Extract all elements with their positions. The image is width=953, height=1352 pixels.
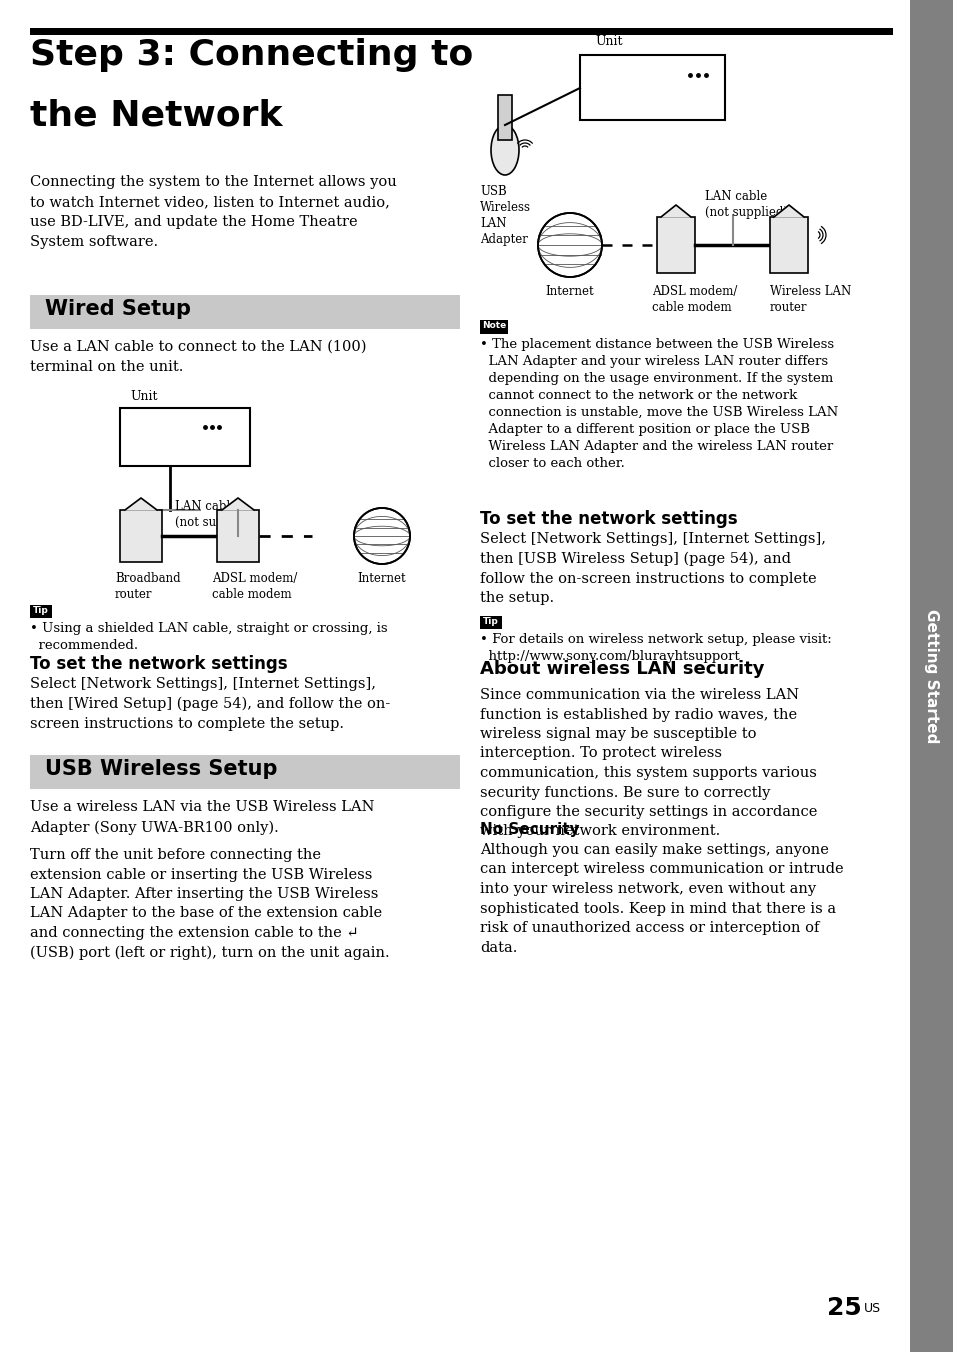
Text: 25: 25 — [826, 1297, 862, 1320]
Text: Wireless LAN
router: Wireless LAN router — [769, 285, 850, 314]
Text: Unit: Unit — [595, 35, 622, 49]
Text: To set the network settings: To set the network settings — [30, 654, 287, 673]
Bar — [657, 218, 695, 273]
Text: the Network: the Network — [30, 97, 282, 132]
Text: Connecting the system to the Internet allows you
to watch Internet video, listen: Connecting the system to the Internet al… — [30, 174, 396, 249]
Text: US: US — [863, 1302, 881, 1315]
Polygon shape — [222, 498, 253, 510]
Text: Wired Setup: Wired Setup — [45, 299, 191, 319]
Text: LAN cable
(not supplied): LAN cable (not supplied) — [174, 500, 257, 529]
Text: • The placement distance between the USB Wireless
  LAN Adapter and your wireles: • The placement distance between the USB… — [479, 338, 838, 470]
Bar — [120, 408, 250, 466]
Bar — [120, 510, 162, 562]
Bar — [769, 218, 807, 273]
Text: Step 3: Connecting to: Step 3: Connecting to — [30, 38, 473, 72]
Text: USB
Wireless
LAN
Adapter: USB Wireless LAN Adapter — [479, 185, 531, 246]
Text: Unit: Unit — [130, 389, 157, 403]
Bar — [30, 28, 892, 35]
Text: Getting Started: Getting Started — [923, 608, 939, 744]
Text: Internet: Internet — [545, 285, 594, 297]
Text: • For details on wireless network setup, please visit:
  http://www.sony.com/blu: • For details on wireless network setup,… — [479, 633, 831, 662]
Bar — [30, 604, 52, 618]
Text: ADSL modem/
cable modem: ADSL modem/ cable modem — [212, 572, 297, 602]
Circle shape — [537, 214, 601, 277]
Bar — [909, 0, 953, 1352]
Bar — [30, 754, 459, 790]
Bar — [579, 55, 724, 120]
Text: About wireless LAN security: About wireless LAN security — [479, 660, 763, 677]
Text: Select [Network Settings], [Internet Settings],
then [USB Wireless Setup] (page : Select [Network Settings], [Internet Set… — [479, 531, 825, 606]
Text: Use a wireless LAN via the USB Wireless LAN
Adapter (Sony UWA-BR100 only).: Use a wireless LAN via the USB Wireless … — [30, 800, 375, 834]
Text: ADSL modem/
cable modem: ADSL modem/ cable modem — [651, 285, 737, 314]
Bar — [479, 617, 501, 629]
Bar — [30, 295, 459, 329]
Text: USB Wireless Setup: USB Wireless Setup — [45, 758, 277, 779]
Text: Although you can easily make settings, anyone
can intercept wireless communicati: Although you can easily make settings, a… — [479, 844, 842, 955]
Text: To set the network settings: To set the network settings — [479, 510, 737, 529]
Ellipse shape — [491, 124, 518, 174]
Text: No Security: No Security — [479, 822, 579, 837]
Bar — [497, 95, 512, 141]
Text: Broadband
router: Broadband router — [115, 572, 180, 602]
Text: Turn off the unit before connecting the
extension cable or inserting the USB Wir: Turn off the unit before connecting the … — [30, 848, 389, 960]
Text: LAN cable
(not supplied): LAN cable (not supplied) — [704, 191, 787, 219]
Text: Internet: Internet — [357, 572, 406, 585]
Text: Use a LAN cable to connect to the LAN (100)
terminal on the unit.: Use a LAN cable to connect to the LAN (1… — [30, 339, 366, 375]
Text: Tip: Tip — [33, 606, 49, 615]
Polygon shape — [773, 206, 803, 218]
Text: Note: Note — [481, 320, 506, 330]
Circle shape — [354, 508, 410, 564]
Polygon shape — [660, 206, 690, 218]
Text: Since communication via the wireless LAN
function is established by radio waves,: Since communication via the wireless LAN… — [479, 688, 817, 838]
Bar — [479, 320, 507, 334]
Polygon shape — [125, 498, 157, 510]
Bar — [216, 510, 258, 562]
Text: • Using a shielded LAN cable, straight or crossing, is
  recommended.: • Using a shielded LAN cable, straight o… — [30, 622, 387, 652]
Text: Select [Network Settings], [Internet Settings],
then [Wired Setup] (page 54), an: Select [Network Settings], [Internet Set… — [30, 677, 390, 730]
Text: Tip: Tip — [482, 617, 498, 626]
